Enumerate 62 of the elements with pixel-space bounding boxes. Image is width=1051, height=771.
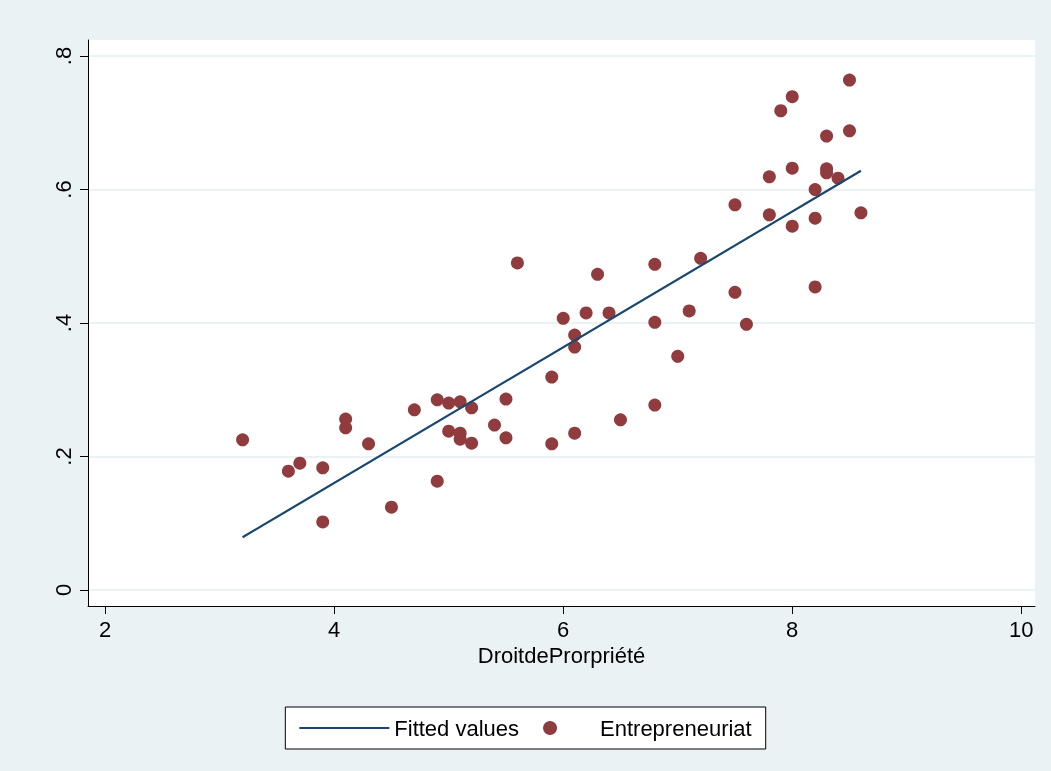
point: [442, 396, 456, 410]
point: [808, 280, 822, 294]
point: [694, 251, 708, 265]
point: [808, 211, 822, 225]
point: [499, 392, 513, 406]
point: [545, 370, 559, 384]
point: [648, 257, 662, 271]
x-tick-label: 4: [328, 616, 341, 642]
point: [453, 395, 467, 409]
point: [465, 436, 479, 450]
point: [510, 256, 524, 270]
point: [728, 198, 742, 212]
point: [545, 437, 559, 451]
point: [499, 431, 513, 445]
point: [785, 219, 799, 233]
point: [384, 500, 398, 514]
x-tick-label: 2: [99, 616, 112, 642]
y-tick-label: .8: [50, 46, 76, 66]
point: [762, 170, 776, 184]
y-tick-label: .6: [50, 180, 76, 199]
point: [774, 104, 788, 118]
point: [568, 426, 582, 440]
point: [316, 515, 330, 529]
point: [293, 456, 307, 470]
point: [281, 464, 295, 478]
x-tick-label: 6: [557, 616, 570, 642]
point: [407, 403, 421, 417]
y-tick-label: 0: [50, 583, 76, 597]
point: [671, 349, 685, 363]
point: [442, 424, 456, 438]
point: [430, 393, 444, 407]
point: [739, 317, 753, 331]
point: [579, 306, 593, 320]
legend-label: Fitted values: [394, 715, 520, 741]
point: [762, 208, 776, 222]
point: [488, 418, 502, 432]
point: [682, 304, 696, 318]
point: [648, 398, 662, 412]
point: [568, 340, 582, 354]
x-axis-title: DroitdeProrpriété: [477, 643, 646, 669]
legend-label: Entrepreneuriat: [600, 715, 752, 741]
x-tick-label: 10: [1009, 616, 1034, 642]
point: [339, 421, 353, 435]
point: [728, 285, 742, 299]
x-tick-label: 8: [786, 616, 799, 642]
point: [843, 73, 856, 87]
point: [808, 183, 822, 197]
point: [785, 161, 799, 175]
y-tick-label: .4: [50, 313, 76, 333]
point: [820, 129, 834, 143]
point: [854, 206, 868, 220]
point: [236, 433, 250, 447]
point: [316, 461, 330, 475]
point: [556, 311, 570, 325]
point: [613, 413, 627, 427]
point: [362, 437, 376, 451]
point: [843, 124, 856, 138]
y-tick-label: .2: [50, 447, 76, 466]
point: [648, 315, 662, 329]
point: [591, 267, 605, 281]
point: [430, 474, 444, 488]
point: [785, 90, 799, 104]
